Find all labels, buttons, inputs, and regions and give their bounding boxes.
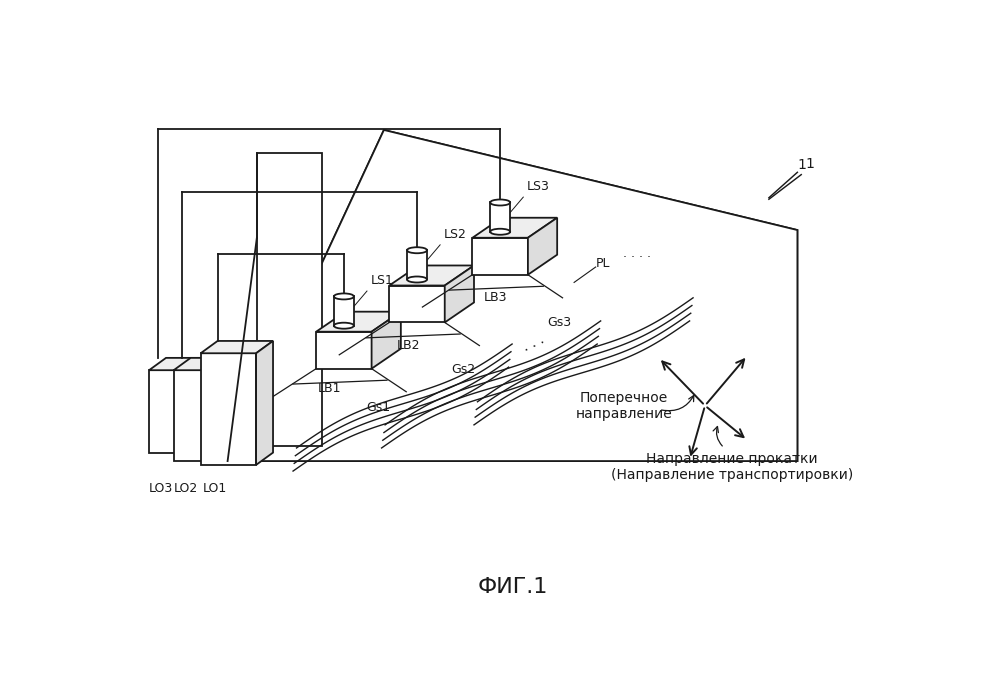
Text: Gs2: Gs2	[451, 362, 475, 376]
Text: · · ·: · · ·	[523, 336, 548, 358]
Polygon shape	[389, 285, 445, 322]
Polygon shape	[174, 370, 228, 461]
Text: LS3: LS3	[527, 180, 550, 193]
Ellipse shape	[490, 229, 510, 235]
Ellipse shape	[407, 276, 427, 283]
Text: Направление прокатки
(Направление транспортировки): Направление прокатки (Направление трансп…	[611, 452, 853, 482]
Text: LS1: LS1	[371, 274, 394, 287]
Ellipse shape	[334, 322, 354, 329]
Polygon shape	[472, 238, 528, 275]
Polygon shape	[490, 202, 510, 232]
Text: LO3: LO3	[149, 482, 173, 495]
Text: 1: 1	[797, 158, 806, 172]
Polygon shape	[389, 265, 474, 285]
Text: PL: PL	[596, 257, 610, 270]
Text: ФИГ.1: ФИГ.1	[477, 577, 548, 597]
Polygon shape	[230, 130, 797, 461]
Text: · · · ·: · · · ·	[623, 251, 651, 264]
Text: LO1: LO1	[203, 482, 227, 495]
Ellipse shape	[407, 247, 427, 253]
Polygon shape	[334, 297, 354, 326]
Polygon shape	[203, 358, 220, 454]
Polygon shape	[149, 358, 220, 370]
Ellipse shape	[334, 293, 354, 299]
Polygon shape	[316, 332, 372, 369]
Polygon shape	[472, 218, 557, 238]
Text: LB1: LB1	[317, 382, 341, 395]
Polygon shape	[407, 251, 427, 279]
Polygon shape	[201, 353, 256, 465]
Polygon shape	[201, 341, 273, 353]
Text: LB2: LB2	[397, 339, 420, 352]
Text: LB3: LB3	[484, 291, 507, 304]
Text: LS2: LS2	[444, 228, 467, 241]
Text: Gs1: Gs1	[366, 401, 390, 414]
Polygon shape	[149, 370, 203, 454]
Polygon shape	[228, 358, 245, 461]
Text: LO2: LO2	[174, 482, 198, 495]
Ellipse shape	[490, 200, 510, 205]
Polygon shape	[528, 218, 557, 275]
Polygon shape	[174, 358, 245, 370]
Polygon shape	[445, 265, 474, 322]
Text: Gs3: Gs3	[547, 316, 571, 329]
Polygon shape	[256, 341, 273, 465]
Text: 1: 1	[805, 157, 814, 171]
Polygon shape	[316, 312, 401, 332]
Text: Поперечное
направление: Поперечное направление	[576, 390, 673, 421]
Polygon shape	[372, 312, 401, 369]
Polygon shape	[257, 153, 322, 445]
Polygon shape	[230, 130, 797, 461]
